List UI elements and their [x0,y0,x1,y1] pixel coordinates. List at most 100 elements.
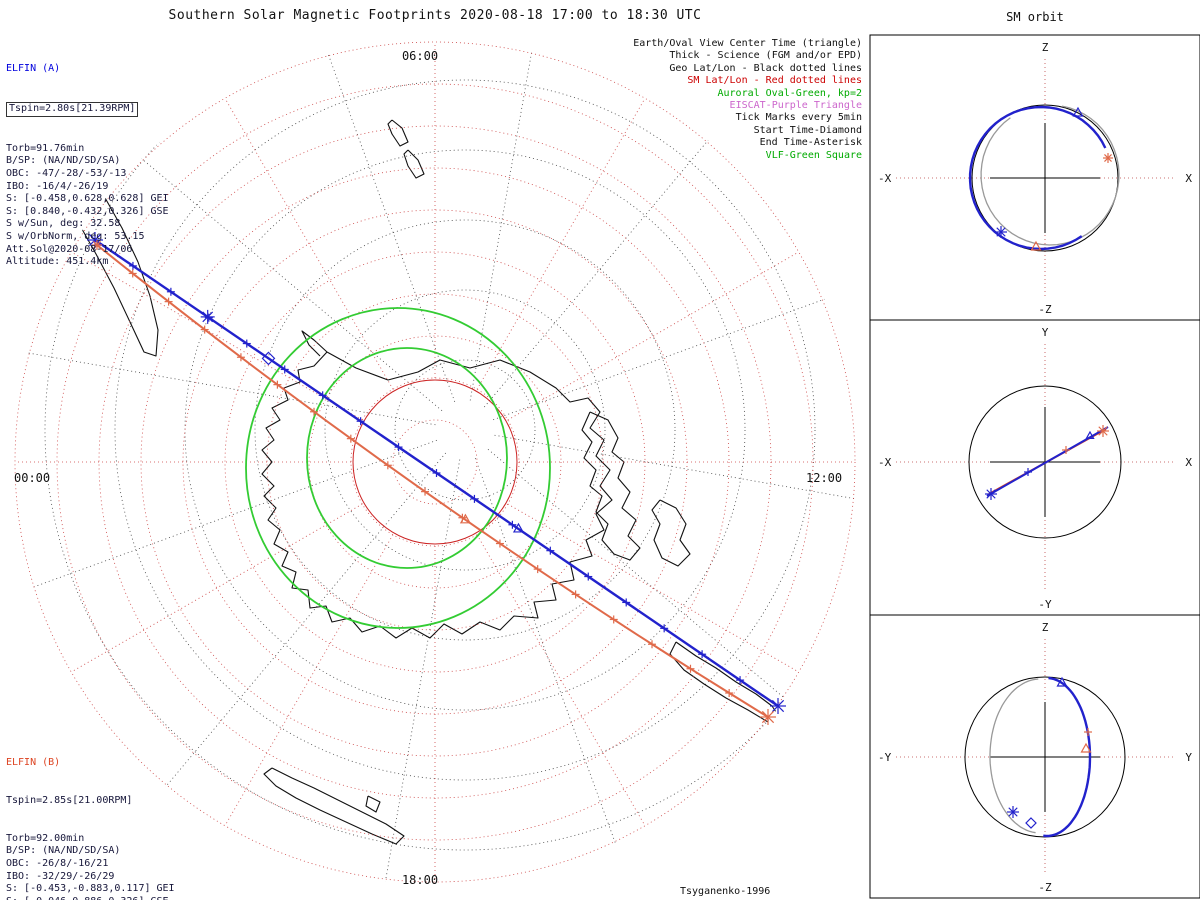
asterisk-marker [770,698,786,714]
pole-circle [352,379,518,545]
elfin-a-info-line: S: [-0.458,0.628,0.628] GEI [6,193,169,205]
clock-label: 18:00 [402,873,438,887]
plus-marker [533,565,542,574]
legend-line: Auroral Oval-Green, kp=2 [717,87,863,99]
plus-marker [1024,468,1032,476]
elfin-b-tspin: Tspin=2.85s[21.00RPM] [6,794,133,806]
diamond-marker [1025,817,1037,829]
clock-label: 00:00 [14,471,50,485]
elfin-a-tspin: Tspin=2.80s[21.39RPM] [6,101,139,117]
elfin-a-info-line: Att.Sol@2020-08-17/06 [6,243,133,255]
elfin-b-header: ELFIN (B) [6,757,61,769]
plus-marker [421,487,430,496]
elfin-b-footprint [92,240,776,725]
legend-line: Start Time-Diamond [753,124,862,136]
plus-marker [164,297,173,306]
elfin-a-info-line: Torb=91.76min [6,142,85,154]
legend-line: Geo Lat/Lon - Black dotted lines [669,62,862,74]
plus-marker [725,689,734,698]
legend-line: VLF-Green Square [765,149,862,161]
legend-line: End Time-Asterisk [759,137,862,149]
elfin-a-info-line: S w/OrbNorm, deg: 53.15 [6,230,145,242]
plus-marker [470,494,479,503]
asterisk-marker [985,488,997,500]
axis-label-bottom: -Z [1038,303,1052,316]
orbit-panel-2: Y -Y -X X [869,319,1200,616]
axis-label-top: Y [1042,326,1049,339]
plus-marker [383,461,392,470]
asterisk-marker [995,226,1007,238]
elfin-a-info-line: Altitude: 451.4km [6,256,109,268]
plus-marker [622,598,631,607]
asterisk-marker [92,240,102,250]
plus-marker [495,539,504,548]
plus-marker [242,339,251,348]
plus-marker [346,434,355,443]
axis-label-left: -X [878,456,892,469]
legend-line: SM Lat/Lon - Red dotted lines [687,75,862,87]
plus-marker [584,572,593,581]
elfin-b-info: ELFIN (B) Tspin=2.85s[21.00RPM] Torb=92.… [6,732,175,900]
plus-marker [128,261,137,270]
axis-label-right: X [1185,456,1192,469]
plus-marker [508,520,517,529]
clock-label: 12:00 [806,471,842,485]
clock-label: 06:00 [402,49,438,63]
legend-line: Earth/Oval View Center Time (triangle) [633,38,862,49]
sm-orbit-title: SM orbit [1006,10,1064,24]
triangle-marker [459,513,471,524]
asterisk-marker [1007,806,1019,818]
elfin-b-info-line: IBO: -32/29/-26/29 [6,870,115,882]
elfin-b-info-line: B/SP: (NA/ND/SD/SA) [6,845,121,857]
plus-marker [394,443,403,452]
plus-marker [660,624,669,633]
axis-label-right: X [1185,172,1192,185]
plus-marker [318,391,327,400]
elfin-b-lines: Torb=92.00min B/SP: (NA/ND/SD/SA) OBC: -26… [6,833,175,900]
model-label: Tsyganenko-1996 [680,886,771,897]
plus-marker [546,546,555,555]
plus-marker [200,325,209,334]
plus-marker [432,469,441,477]
plus-marker [356,417,365,426]
axis-label-bottom: -Z [1038,881,1052,894]
plus-marker [698,650,707,659]
plus-marker [736,676,745,685]
elfin-a-lines: Torb=91.76min B/SP: (NA/ND/SD/SA) OBC: -47… [6,143,169,269]
axis-label-left: -X [878,172,892,185]
legend: Earth/Oval View Center Time (triangle) Th… [520,38,862,162]
legend-line: EISCAT-Purple Triangle [729,100,862,112]
plus-marker [310,407,319,416]
asterisk-marker [1103,153,1113,163]
elfin-a-header: ELFIN (A) [6,63,61,75]
plot-title: Southern Solar Magnetic Footprints 2020-… [168,8,702,23]
triangle-marker [512,522,524,533]
plus-marker [273,380,282,389]
elfin-a-info-line: IBO: -16/4/-26/19 [6,180,109,192]
plus-marker [1084,728,1092,736]
elfin-a-info: ELFIN (A) Tspin=2.80s[21.39RPM] Torb=91.… [6,38,169,294]
elfin-a-info-line: OBC: -47/-28/-53/-13 [6,167,127,179]
legend-line: Tick Marks every 5min [735,112,862,124]
axis-label-top: Z [1042,621,1049,634]
triangle-marker [1085,430,1095,439]
legend-line: Thick - Science (FGM and/or EPD) [669,50,862,62]
axis-label-left: -Y [878,751,892,764]
elfin-b-info-line: Torb=92.00min [6,832,85,844]
antarctica-outline [261,351,613,639]
elfin-b-info-line: S: [-0.046,0.886,0.326] GSE [6,896,175,900]
elfin-b-info-line: OBC: -26/8/-16/21 [6,857,109,869]
elfin-a-footprint [87,232,786,714]
plus-marker [609,615,618,624]
asterisk-marker [760,709,776,725]
sm-grid [14,41,856,883]
plus-marker [128,269,137,278]
axis-label-top: Z [1042,41,1049,54]
triangle-marker [1072,106,1084,117]
triangle-marker [1080,742,1092,753]
plus-marker [280,365,289,374]
footer: Tsyganenko-1996 Created: Tue Jan 24 07:3… [680,852,879,900]
plus-marker [166,287,175,296]
